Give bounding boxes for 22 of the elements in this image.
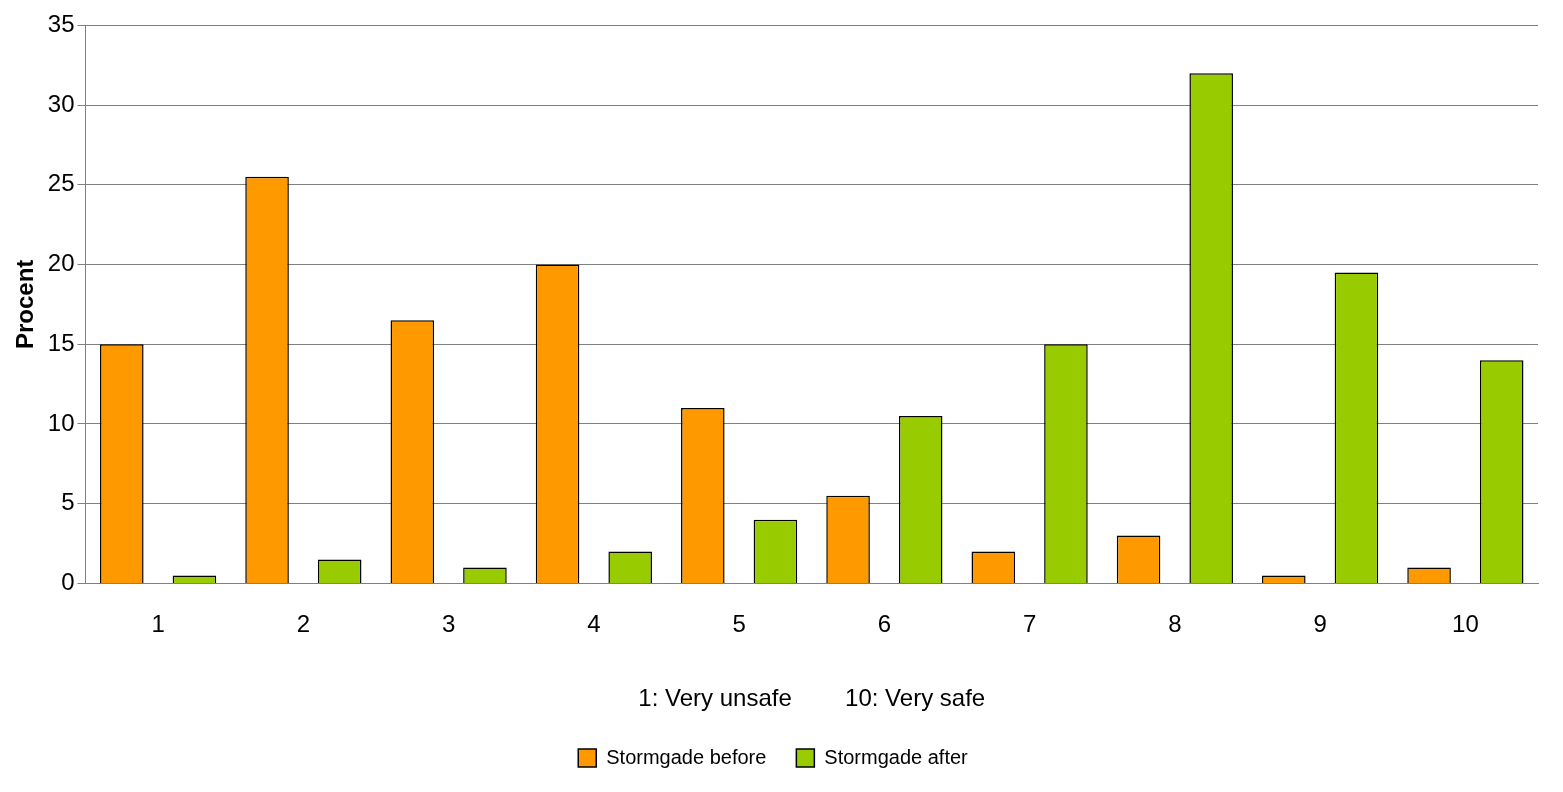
x-tick-label: 3 xyxy=(441,610,456,638)
y-axis-title: Procent xyxy=(11,259,39,350)
y-tick-label: 35 xyxy=(47,10,75,38)
y-tick-label: 15 xyxy=(47,328,75,356)
legend-label: Stormgade before xyxy=(606,745,767,768)
x-tick-label: 6 xyxy=(877,610,892,638)
x-tick-label: 1 xyxy=(151,610,165,638)
y-tick-label: 20 xyxy=(47,249,75,277)
y-tick-label: 30 xyxy=(47,89,75,117)
y-tick-label: 0 xyxy=(61,568,75,596)
x-tick-label: 9 xyxy=(1313,610,1327,638)
x-tick-label: 2 xyxy=(296,610,311,638)
x-tick-label: 10 xyxy=(1452,610,1479,638)
y-tick-label: 25 xyxy=(47,169,75,197)
x-tick-label: 5 xyxy=(732,610,746,638)
x-axis-title: 1: Very unsafe 10: Very safe xyxy=(638,684,986,712)
y-tick-label: 5 xyxy=(61,488,75,516)
x-tick-label: 8 xyxy=(1168,610,1182,638)
legend-label: Stormgade after xyxy=(824,745,969,768)
x-tick-label: 4 xyxy=(587,610,601,638)
y-tick-label: 10 xyxy=(47,408,75,436)
x-tick-label: 7 xyxy=(1022,610,1037,638)
